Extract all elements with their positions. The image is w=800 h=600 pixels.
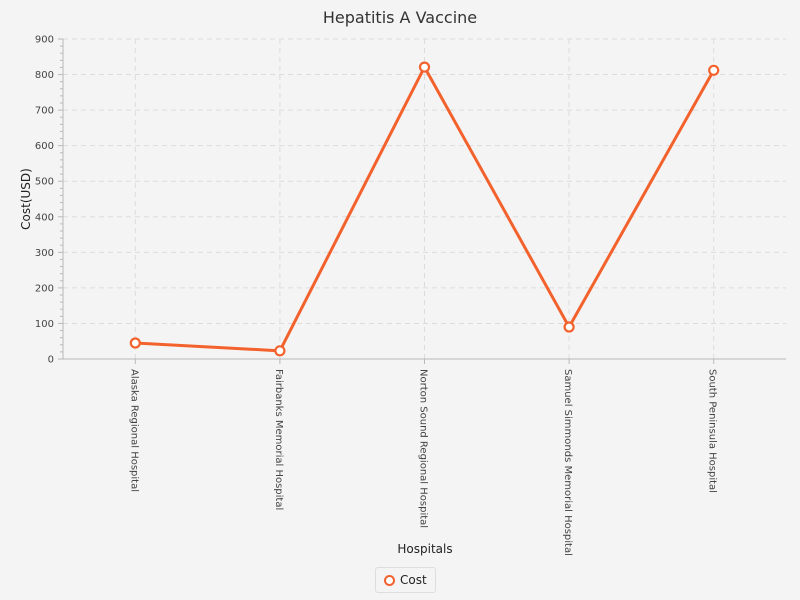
- x-tick-label: Fairbanks Memorial Hospital: [273, 369, 284, 510]
- y-tick-labels: 0 100 200 300 400 500 600 700 800 900: [35, 35, 54, 366]
- x-tick-label: Samuel Simmonds Memorial Hospital: [562, 369, 573, 556]
- y-tick-label: 400: [35, 212, 54, 223]
- y-tick-label: 300: [35, 248, 54, 259]
- series-cost: [129, 61, 720, 357]
- legend: Cost: [375, 567, 436, 593]
- x-tick-label: Alaska Regional Hospital: [128, 369, 139, 492]
- y-axis-label: Cost(USD): [19, 168, 33, 230]
- x-axis-label: Hospitals: [397, 542, 452, 556]
- x-tick-labels: Alaska Regional Hospital Fairbanks Memori…: [128, 369, 717, 556]
- y-tick-label: 0: [48, 355, 54, 366]
- y-tick-label: 800: [35, 70, 54, 81]
- legend-marker-icon: [384, 574, 395, 586]
- data-point[interactable]: [563, 321, 575, 333]
- data-point[interactable]: [274, 345, 286, 357]
- y-tick-label: 700: [35, 106, 54, 117]
- y-tick-label: 100: [35, 319, 54, 330]
- axes: [58, 38, 786, 364]
- y-tick-label: 500: [35, 177, 54, 188]
- legend-label-cost: Cost: [400, 573, 427, 587]
- data-point[interactable]: [418, 61, 431, 73]
- x-tick-label: South Peninsula Hospital: [707, 369, 718, 493]
- y-tick-label: 200: [35, 283, 54, 294]
- data-point[interactable]: [708, 64, 720, 76]
- y-tick-label: 900: [35, 35, 54, 46]
- chart-title: Hepatitis A Vaccine: [323, 8, 477, 27]
- grid-lines: [63, 38, 786, 359]
- data-point[interactable]: [129, 337, 141, 349]
- y-tick-label: 600: [35, 141, 54, 152]
- x-tick-label: Norton Sound Regional Hospital: [418, 369, 429, 528]
